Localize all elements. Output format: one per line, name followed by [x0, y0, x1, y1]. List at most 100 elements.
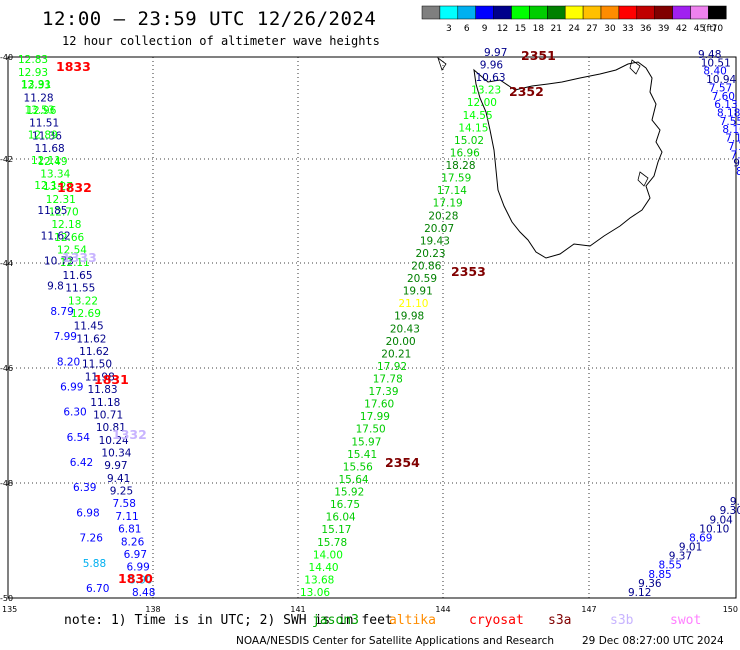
lon-label: 138	[145, 605, 160, 614]
wave-height-value: 10.71	[93, 409, 123, 421]
wave-height-value: 14.00	[313, 549, 343, 561]
page-title: 12:00 – 23:59 UTC 12/26/2024	[42, 8, 377, 30]
wave-height-value: 8.40	[703, 66, 726, 78]
wave-height-value: 15.78	[317, 537, 347, 549]
pass-time-label: 1833	[56, 59, 91, 74]
wave-height-value: 12.70	[49, 207, 79, 219]
wave-height-value: 7.99	[54, 331, 77, 343]
wave-height-value: 21.10	[398, 298, 428, 310]
wave-height-value: 9.96	[480, 60, 504, 72]
wave-height-value: 9.12	[628, 587, 651, 599]
scale-tick-label: 70	[712, 24, 724, 34]
wave-height-value: 15.41	[347, 449, 377, 461]
wave-height-value: 7.11	[115, 511, 138, 523]
wave-height-value: 12.96	[26, 105, 56, 117]
scale-tick-label: 39	[658, 24, 670, 34]
lon-label: 141	[290, 605, 305, 614]
wave-height-value: 9.36	[638, 578, 662, 590]
wave-height-value: 15.56	[343, 461, 373, 473]
wave-height-value: 6.13	[714, 99, 737, 111]
wave-height-value: 6.70	[86, 583, 109, 595]
lon-label: 144	[435, 605, 450, 614]
lat-label: -50	[0, 594, 13, 603]
wave-height-value: 11.51	[29, 118, 59, 130]
wave-height-value: 12.54	[57, 245, 87, 257]
wave-height-value: 17.14	[437, 185, 467, 197]
satellite-legend-s3a: s3a	[548, 613, 572, 628]
scale-tick-label: 9	[482, 24, 488, 34]
page-subtitle: 12 hour collection of altimeter wave hei…	[62, 34, 380, 48]
lon-label: 147	[581, 605, 596, 614]
wave-height-value: 17.78	[373, 374, 403, 386]
scale-tick-label: 42	[676, 24, 687, 34]
satellite-legend-cryosat: cryosat	[469, 613, 524, 628]
island-outline	[637, 171, 649, 187]
wave-height-value: 17.59	[441, 173, 471, 185]
wave-height-value: 6.98	[76, 507, 99, 519]
wave-height-value: 16.04	[326, 512, 356, 524]
wave-height-value: 6.42	[70, 457, 93, 469]
wave-height-value: 12.69	[71, 308, 101, 320]
scale-tick-label: 3	[446, 24, 452, 34]
lon-label: 150	[723, 605, 738, 614]
wave-height-value: 12.49	[37, 156, 67, 168]
wave-height-value: 17.99	[360, 411, 390, 423]
wave-height-value: 14.40	[309, 562, 339, 574]
wave-height-value: 7.60	[712, 91, 735, 103]
pass-time-label: 1832	[57, 180, 92, 195]
wave-height-value: 11.18	[90, 397, 120, 409]
wave-height-value: 9.48	[698, 49, 721, 61]
footnote: note: 1) Time is in UTC; 2) SWH is in fe…	[64, 613, 393, 628]
wave-height-value: 6.97	[124, 549, 147, 561]
wave-height-value: 11.55	[65, 283, 95, 295]
wave-height-value: 13.34	[40, 168, 70, 180]
generated-timestamp: 29 Dec 08:27:00 UTC 2024	[582, 635, 724, 647]
wave-height-value: 9.30	[720, 505, 740, 517]
wave-height-value: 11.62	[41, 230, 71, 242]
wave-height-value: 13.27	[43, 181, 73, 193]
wave-height-value: 9.37	[669, 551, 692, 563]
scale-tick-label: 45	[694, 24, 705, 34]
scale-swatch	[708, 5, 727, 20]
lat-label: -46	[0, 364, 13, 373]
wave-height-value: 13.68	[304, 574, 334, 586]
pass-time-label: 2353	[451, 264, 486, 279]
wave-height-value: 11.83	[88, 384, 118, 396]
satellite-legend-s3b: s3b	[610, 613, 634, 628]
wave-height-value: 20.21	[381, 348, 411, 360]
wave-height-value: 15.64	[339, 474, 369, 486]
scale-tick-label: 27	[586, 24, 597, 34]
wave-height-value: 10.51	[701, 57, 731, 69]
wave-height-value: 10.34	[101, 447, 131, 459]
wave-height-value: 19.91	[403, 286, 433, 298]
wave-height-value: 14.15	[458, 122, 488, 134]
wave-height-value: 6.39	[73, 482, 96, 494]
wave-height-value: 7.10	[731, 149, 740, 161]
wave-height-value: 6.54	[67, 432, 91, 444]
wave-height-value: 9.41	[107, 473, 130, 485]
wave-height-value: 18.28	[445, 160, 475, 172]
wave-height-value: 17.39	[368, 386, 398, 398]
scale-unit-label: (ft)	[703, 24, 717, 34]
wave-height-value: 11.85	[37, 205, 67, 217]
wave-height-value: 20.00	[386, 336, 416, 348]
lat-label: -40	[0, 53, 13, 62]
wave-height-value: 17.92	[377, 361, 407, 373]
wave-height-value: 13.06	[300, 587, 330, 599]
wave-height-value: 9.25	[110, 486, 133, 498]
wave-height-value: 9.97	[104, 460, 127, 472]
wave-height-value: 13.91	[21, 79, 51, 91]
wave-height-value: 11.45	[74, 321, 104, 333]
wave-height-value: 10.24	[99, 435, 129, 447]
wave-height-value: 8.26	[121, 536, 145, 548]
wave-height-value: 5.90	[129, 574, 152, 586]
wave-height-value: 10.81	[96, 422, 126, 434]
wave-height-value: 13.53	[24, 104, 54, 116]
scale-tick-label: 15	[515, 24, 526, 34]
scale-tick-label: 24	[568, 24, 580, 34]
wave-height-value: 20.43	[390, 323, 420, 335]
wave-height-value: 8.10	[722, 124, 740, 136]
wave-height-value: 8.55	[659, 560, 682, 572]
wave-height-value: 20.23	[416, 248, 446, 260]
